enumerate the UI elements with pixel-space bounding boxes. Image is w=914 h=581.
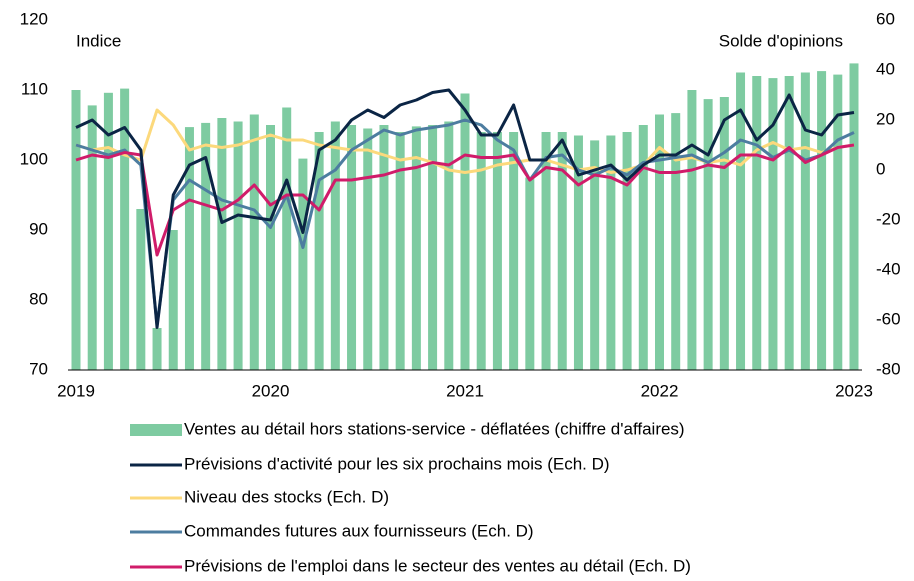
- bar: [460, 93, 470, 370]
- legend-label: Prévisions d'activité pour les six proch…: [184, 454, 610, 473]
- legend-label: Ventes au détail hors stations-service -…: [184, 419, 685, 438]
- legend-label: Niveau des stocks (Ech. D): [184, 487, 389, 506]
- line-series: [75, 143, 855, 257]
- y-tick-label: 80: [29, 289, 48, 308]
- bar: [347, 125, 357, 370]
- bar: [282, 107, 292, 370]
- bar: [606, 135, 616, 370]
- bar: [71, 90, 81, 370]
- y-tick-label: 100: [20, 149, 48, 168]
- bar: [752, 76, 762, 370]
- y-tick-label: 70: [29, 359, 48, 378]
- bar: [395, 132, 405, 370]
- bar: [428, 125, 438, 370]
- bar: [573, 135, 583, 370]
- x-tick-label: 2023: [835, 381, 873, 400]
- y-tick-label: 110: [21, 79, 48, 98]
- legend-swatch: [130, 424, 182, 436]
- bar: [411, 126, 421, 371]
- x-tick-label: 2021: [446, 381, 484, 400]
- x-tick-label: 2020: [252, 381, 290, 400]
- y-tick-label: 90: [29, 219, 48, 238]
- bar: [541, 132, 551, 370]
- bar: [444, 121, 454, 370]
- bar: [817, 71, 827, 370]
- bar: [201, 122, 211, 371]
- bar: [671, 113, 681, 370]
- bar: [476, 132, 486, 370]
- bar: [800, 72, 810, 370]
- bar: [703, 99, 713, 370]
- bar: [492, 132, 502, 370]
- bar: [784, 76, 794, 370]
- bar: [557, 132, 567, 370]
- y2-tick-label: -80: [876, 359, 901, 378]
- bar: [638, 125, 648, 370]
- bar: [298, 158, 308, 370]
- bar: [736, 72, 746, 370]
- line-series: [75, 118, 855, 327]
- bar: [87, 105, 97, 371]
- bar: [622, 132, 632, 370]
- x-tick-label: 2022: [641, 381, 679, 400]
- y2-tick-label: -20: [876, 209, 901, 228]
- bar: [330, 121, 340, 370]
- y2-tick-label: 60: [876, 9, 895, 28]
- bar: [136, 209, 146, 370]
- bar: [152, 328, 162, 370]
- y2-tick-label: -60: [876, 309, 901, 328]
- bar: [120, 88, 130, 370]
- line-series: [75, 108, 855, 174]
- bar: [590, 140, 600, 370]
- bar: [103, 92, 113, 371]
- y2-tick-label: -40: [876, 259, 901, 278]
- bar: [363, 128, 373, 370]
- bar: [655, 114, 664, 370]
- x-tick-label: 2019: [57, 381, 95, 400]
- bar: [833, 74, 843, 370]
- bar: [509, 132, 519, 370]
- legend-label: Prévisions de l'emploi dans le secteur d…: [184, 556, 691, 575]
- left-axis-unit: Indice: [76, 31, 121, 50]
- y2-tick-label: 20: [876, 109, 895, 128]
- bar: [525, 177, 535, 370]
- bar: [233, 121, 243, 370]
- bar: [314, 132, 324, 370]
- bar: [849, 63, 859, 371]
- bar: [687, 90, 697, 370]
- y2-tick-label: 0: [876, 159, 885, 178]
- y2-tick-label: 40: [876, 59, 895, 78]
- bar: [168, 230, 178, 370]
- bar: [249, 114, 259, 370]
- line-series: [75, 88, 855, 329]
- bar: [217, 118, 227, 370]
- right-axis-unit: Solde d'opinions: [719, 31, 843, 50]
- bar: [379, 125, 389, 370]
- legend-label: Commandes futures aux fournisseurs (Ech.…: [184, 521, 534, 540]
- bar: [768, 78, 778, 370]
- bar: [184, 127, 194, 370]
- y-tick-label: 120: [20, 9, 48, 28]
- bar: [266, 125, 275, 370]
- bar: [719, 97, 729, 370]
